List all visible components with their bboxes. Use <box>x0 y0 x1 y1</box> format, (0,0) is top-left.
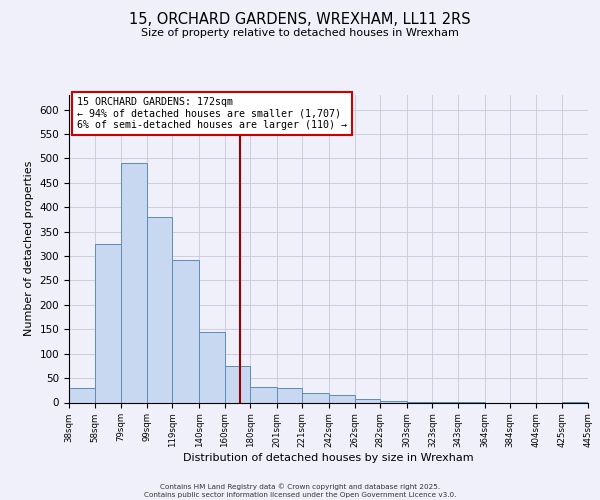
Bar <box>302 392 329 402</box>
Bar <box>224 366 250 403</box>
Bar <box>69 388 95 402</box>
Bar <box>172 260 199 402</box>
Y-axis label: Number of detached properties: Number of detached properties <box>24 161 34 336</box>
Text: 15, ORCHARD GARDENS, WREXHAM, LL11 2RS: 15, ORCHARD GARDENS, WREXHAM, LL11 2RS <box>129 12 471 28</box>
Bar <box>329 395 355 402</box>
Bar <box>355 398 380 402</box>
Text: 15 ORCHARD GARDENS: 172sqm
← 94% of detached houses are smaller (1,707)
6% of se: 15 ORCHARD GARDENS: 172sqm ← 94% of deta… <box>77 96 347 130</box>
X-axis label: Distribution of detached houses by size in Wrexham: Distribution of detached houses by size … <box>183 452 474 462</box>
Bar <box>147 217 172 402</box>
Bar <box>95 244 121 402</box>
Text: Contains HM Land Registry data © Crown copyright and database right 2025.
Contai: Contains HM Land Registry data © Crown c… <box>144 484 456 498</box>
Text: Size of property relative to detached houses in Wrexham: Size of property relative to detached ho… <box>141 28 459 38</box>
Bar <box>380 401 407 402</box>
Bar <box>121 164 147 402</box>
Bar <box>199 332 224 402</box>
Bar <box>250 387 277 402</box>
Bar <box>277 388 302 402</box>
